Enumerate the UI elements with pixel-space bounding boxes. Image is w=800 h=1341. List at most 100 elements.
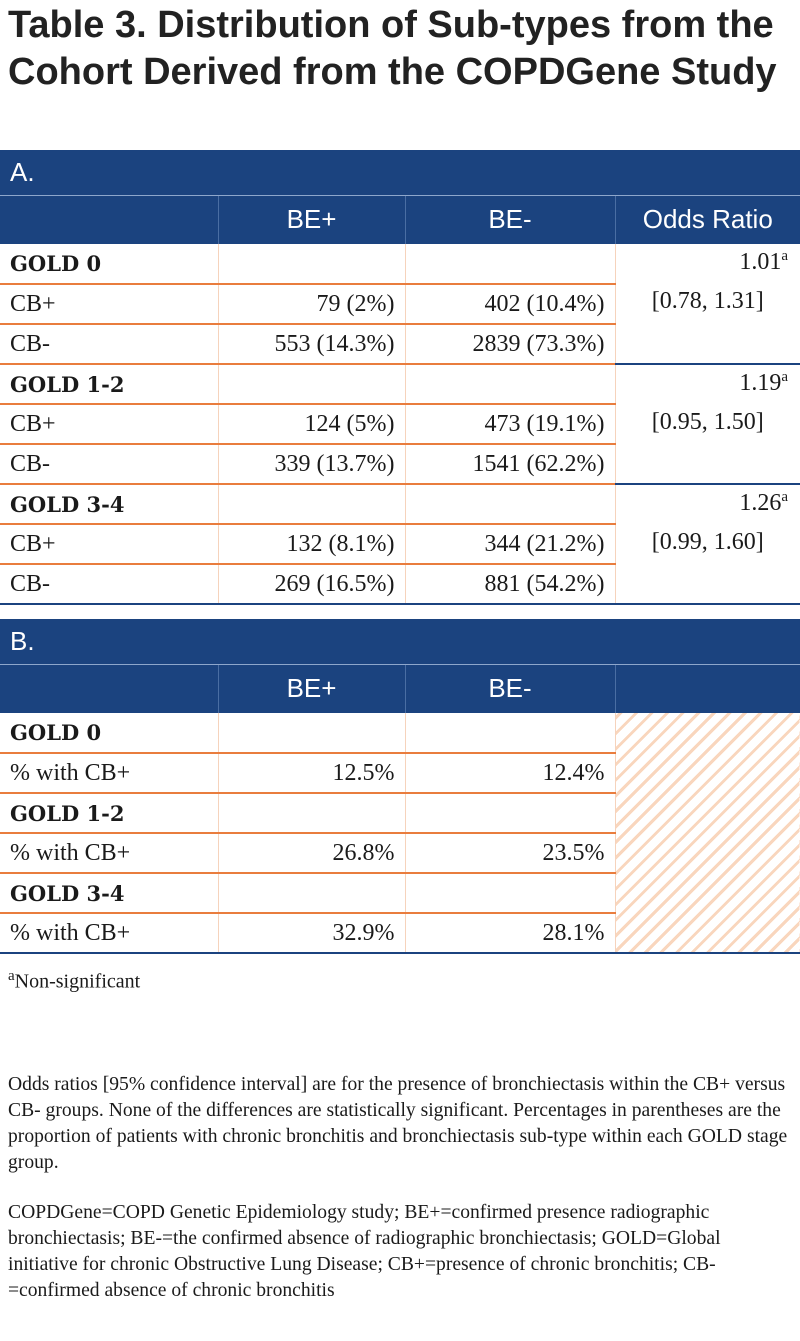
- row-label: CB-: [0, 444, 218, 485]
- note-paragraph: COPDGene=COPD Genetic Epidemiology study…: [8, 1202, 721, 1301]
- confidence-interval: [0.78, 1.31]: [651, 288, 764, 314]
- odds-value: 1.26: [739, 490, 782, 516]
- header-cell: Odds Ratio: [614, 195, 800, 244]
- section-label: A.: [0, 150, 800, 196]
- value-cell: 12.5%: [217, 753, 405, 794]
- cell: [217, 484, 405, 525]
- header-cell: [614, 664, 800, 713]
- footnote-text: Non-significant: [14, 970, 141, 993]
- data-row: % with CB+ 26.8% 23.5%: [0, 833, 800, 874]
- row-label: % with CB+: [0, 913, 218, 954]
- row-label: CB-: [0, 324, 218, 365]
- row-label: % with CB+: [0, 753, 218, 794]
- group-row: GOLD 3-4: [0, 873, 800, 914]
- odds-note: a: [781, 369, 789, 385]
- cell: [404, 484, 615, 525]
- value-cell: 26.8%: [217, 833, 405, 874]
- value-cell: 132 (8.1%): [217, 524, 405, 565]
- cell: [217, 244, 405, 285]
- header-row: BE+ BE-: [0, 664, 800, 713]
- cell: [217, 793, 405, 834]
- confidence-interval: [0.99, 1.60]: [651, 529, 764, 555]
- cell: [404, 713, 615, 754]
- table-a: A. BE+ BE- Odds Ratio GOLD 0 1.01a [0.78, 1.31…: [0, 150, 800, 605]
- odds-note: a: [781, 489, 789, 505]
- value-cell: 2839 (73.3%): [404, 324, 615, 365]
- header-cell: BE-: [404, 664, 615, 713]
- row-label: CB+: [0, 524, 218, 565]
- note-paragraph: Odds ratios [95% confidence interval] ar…: [8, 1074, 788, 1173]
- group-label: GOLD 0: [0, 244, 218, 285]
- value-cell: 28.1%: [404, 913, 615, 954]
- group-label: GOLD 0: [0, 713, 218, 754]
- value-cell: 269 (16.5%): [217, 564, 405, 605]
- odds-cell: 1.01a [0.78, 1.31]: [614, 244, 800, 365]
- value-cell: 124 (5%): [217, 404, 405, 445]
- header-cell: [0, 664, 218, 713]
- row-label: CB-: [0, 564, 218, 605]
- group-label: GOLD 1-2: [0, 793, 218, 834]
- cell: [404, 793, 615, 834]
- group-row: GOLD 1-2: [0, 793, 800, 834]
- group-row: GOLD 0: [0, 713, 800, 954]
- value-cell: 12.4%: [404, 753, 615, 794]
- value-cell: 32.9%: [217, 913, 405, 954]
- data-row: CB- 553 (14.3%) 2839 (73.3%): [0, 324, 800, 365]
- cell: [404, 244, 615, 285]
- odds-cell: 1.19a [0.95, 1.50]: [614, 364, 800, 485]
- odds-cell: 1.26a [0.99, 1.60]: [614, 484, 800, 605]
- footnote: aNon-significant: [8, 968, 140, 994]
- value-cell: 79 (2%): [217, 284, 405, 325]
- value-cell: 473 (19.1%): [404, 404, 615, 445]
- row-label: CB+: [0, 284, 218, 325]
- odds-ratio: 1.01a: [739, 248, 788, 276]
- group-row: GOLD 3-4 1.26a [0.99, 1.60]: [0, 484, 800, 605]
- table-title: Table 3. Distribution of Sub-types from …: [8, 4, 777, 93]
- group-label: GOLD 3-4: [0, 873, 218, 914]
- data-row: CB- 269 (16.5%) 881 (54.2%): [0, 564, 800, 605]
- cell: [217, 364, 405, 405]
- value-cell: 339 (13.7%): [217, 444, 405, 485]
- data-row: CB+ 79 (2%) 402 (10.4%): [0, 284, 800, 325]
- header-cell: [0, 195, 218, 244]
- section-row: A.: [0, 150, 800, 196]
- cell: [217, 713, 405, 754]
- section-label: B.: [0, 619, 800, 665]
- odds-ratio: 1.26a: [739, 489, 788, 517]
- header-cell: BE-: [404, 195, 615, 244]
- data-row: % with CB+ 32.9% 28.1%: [0, 913, 800, 954]
- header-row: BE+ BE- Odds Ratio: [0, 195, 800, 244]
- group-row: GOLD 1-2 1.19a [0.95, 1.50]: [0, 364, 800, 485]
- row-label: % with CB+: [0, 833, 218, 874]
- table-b: B. BE+ BE- GOLD 0% with CB+ 12.5% 12.4% GOLD 1…: [0, 619, 800, 954]
- value-cell: 553 (14.3%): [217, 324, 405, 365]
- value-cell: 402 (10.4%): [404, 284, 615, 325]
- data-row: % with CB+ 12.5% 12.4%: [0, 753, 800, 794]
- cell: [404, 873, 615, 914]
- odds-value: 1.01: [739, 249, 782, 275]
- value-cell: 881 (54.2%): [404, 564, 615, 605]
- value-cell: 1541 (62.2%): [404, 444, 615, 485]
- group-label: GOLD 3-4: [0, 484, 218, 525]
- data-row: CB+ 124 (5%) 473 (19.1%): [0, 404, 800, 445]
- footnote-mark: a: [8, 968, 15, 984]
- odds-value: 1.19: [739, 370, 782, 396]
- group-label: GOLD 1-2: [0, 364, 218, 405]
- confidence-interval: [0.95, 1.50]: [651, 409, 764, 435]
- cell: [217, 873, 405, 914]
- row-label: CB+: [0, 404, 218, 445]
- data-row: CB- 339 (13.7%) 1541 (62.2%): [0, 444, 800, 485]
- header-cell: BE+: [217, 195, 405, 244]
- cell: [404, 364, 615, 405]
- value-cell: 344 (21.2%): [404, 524, 615, 565]
- notes: Odds ratios [95% confidence interval] ar…: [8, 1072, 793, 1328]
- odds-ratio: 1.19a: [739, 369, 788, 397]
- value-cell: 23.5%: [404, 833, 615, 874]
- group-row: GOLD 0 1.01a [0.78, 1.31]: [0, 244, 800, 365]
- section-row: B.: [0, 619, 800, 665]
- hatched-cell: [614, 713, 800, 954]
- header-cell: BE+: [217, 664, 405, 713]
- odds-note: a: [781, 248, 789, 264]
- data-row: CB+ 132 (8.1%) 344 (21.2%): [0, 524, 800, 565]
